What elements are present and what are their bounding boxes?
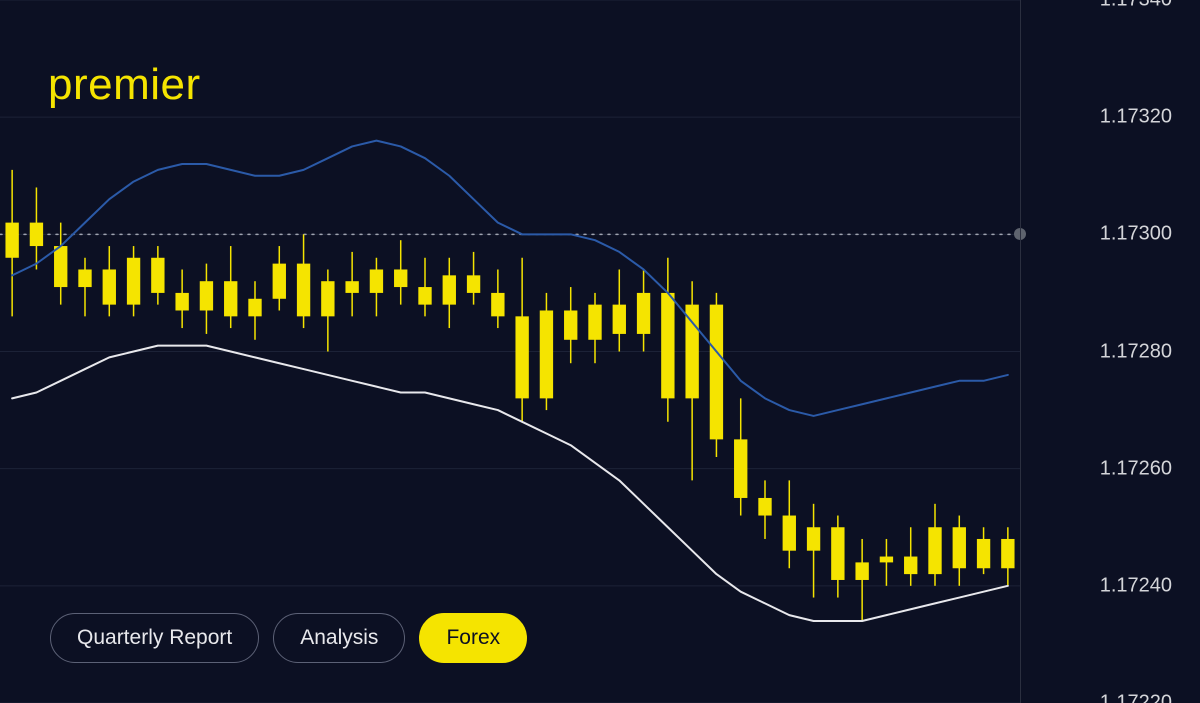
quarterly-report-button[interactable]: Quarterly Report xyxy=(50,613,259,663)
analysis-button[interactable]: Analysis xyxy=(273,613,405,663)
y-axis-label: 1.17220 xyxy=(1100,692,1172,703)
tab-bar: Quarterly Report Analysis Forex xyxy=(50,613,527,663)
y-axis-label: 1.17260 xyxy=(1100,457,1172,480)
y-axis-label: 1.17340 xyxy=(1100,0,1172,12)
brand-logo: premier xyxy=(48,60,201,110)
y-axis-label: 1.17320 xyxy=(1100,106,1172,129)
y-axis-label: 1.17300 xyxy=(1100,223,1172,246)
y-axis: 1.17340 1.17320 1.17300 1.17280 1.17260 1.172… xyxy=(1020,0,1200,703)
y-axis-label: 1.17280 xyxy=(1100,340,1172,363)
forex-button[interactable]: Forex xyxy=(419,613,527,663)
y-axis-label: 1.17240 xyxy=(1100,574,1172,597)
